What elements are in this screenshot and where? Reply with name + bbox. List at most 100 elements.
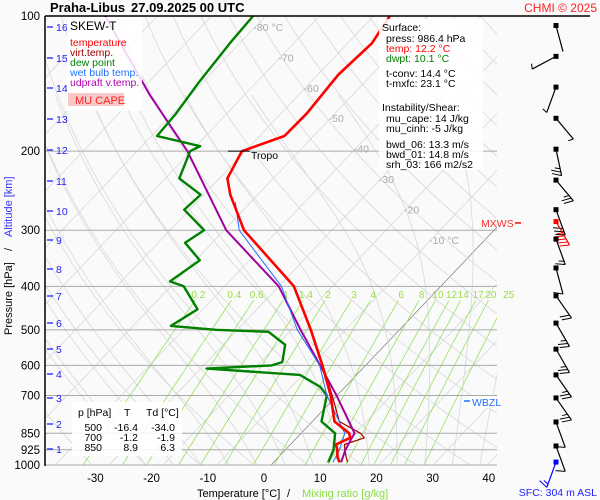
isotherm-label: -50: [329, 113, 344, 125]
dry-adiabat: [284, 16, 497, 251]
altitude-tick-label: 12: [56, 145, 68, 157]
table-cell-td: 6.3: [160, 442, 175, 454]
isotherm-label: -20: [404, 204, 419, 216]
wind-barb-station: [553, 372, 559, 378]
wind-barb-staff: [555, 445, 566, 472]
pressure-tick-label: 1000: [14, 460, 40, 472]
grid: 0.2 0.4 0.6 1 1.4 2 3 4 6 8 10 12 14 17 20 25-80 °C-70-…: [45, 15, 600, 475]
wind-barb: [553, 265, 564, 295]
mixing-ratio-line: [304, 300, 399, 465]
temperature-tick-label: 10: [314, 473, 327, 485]
wind-barb: [553, 293, 572, 321]
mixing-ratio-label: 0.6: [250, 290, 264, 301]
altitude-tick-label: 13: [56, 114, 68, 126]
srh-03-value: srh_03: 166 m2/s2: [386, 159, 473, 171]
table-cell-p: 850: [84, 442, 102, 454]
wind-barb-station: [553, 207, 559, 213]
series-udpraft-v-temp: [104, 16, 356, 463]
wind-barb-full: [539, 480, 548, 488]
series-wet-bulb-temp: [234, 202, 346, 463]
surface-heading: Surface:: [382, 22, 421, 34]
table-cell-t: -16.4: [114, 422, 138, 434]
mixing-ratio-line: [200, 300, 304, 465]
bwd-01-value: bwd_01: 14.8 m/s: [386, 149, 469, 161]
table-header-p: p [hPa]: [78, 407, 111, 419]
legend-item-wet-bulb: wet bulb temp.: [69, 67, 138, 79]
mixing-ratio-line: [373, 300, 462, 465]
wind-barb-staff: [555, 179, 574, 202]
series-dew-point: [155, 16, 337, 463]
wind-barb: [553, 23, 564, 52]
dry-adiabat: [144, 16, 497, 414]
mixing-ratio-label: 14: [458, 290, 470, 301]
pressure-tick-label: 200: [21, 146, 40, 158]
isotherm: [378, 340, 497, 465]
dry-adiabat: [116, 16, 497, 449]
station-title: Praha-Libus: [50, 0, 125, 15]
x-axis-title: Temperature [°C]: [197, 488, 280, 500]
x-axis-title-separator: /: [287, 488, 291, 500]
isotherm-label: -30: [379, 174, 394, 186]
wind-barb-full: [559, 372, 570, 375]
pressure-tick-label: 600: [21, 360, 40, 372]
wind-barb-station: [553, 443, 559, 449]
isotherm: [216, 169, 497, 465]
legend-title: SKEW-T: [70, 19, 117, 33]
temperature-tick-label: 20: [370, 473, 383, 485]
wind-barb-full: [559, 393, 570, 397]
mixing-ratio-line: [327, 300, 420, 465]
mixing-ratio-label: 12: [446, 290, 458, 301]
table-cell-td: -1.9: [157, 432, 175, 444]
wind-barb-full: [552, 227, 563, 229]
wind-barb-station: [553, 115, 559, 121]
dry-adiabat: [45, 216, 255, 465]
wind-barb-half: [531, 63, 533, 70]
mu-cape-swatch: [68, 93, 124, 106]
mixing-ratio-label: 1: [283, 290, 289, 301]
wind-barb-full: [561, 396, 572, 400]
pressure-tick-label: 100: [21, 11, 40, 23]
altitude-tick-label: 14: [56, 83, 68, 95]
wind-barb-station: [553, 419, 559, 425]
altitude-tick-label: 15: [56, 53, 68, 65]
wind-barb-full: [555, 263, 566, 265]
mixing-ratio-label: 0.4: [227, 290, 241, 301]
datetime-title: 27.09.2025 00 UTC: [131, 0, 245, 15]
markers: Tropo MXWS WBZL: [228, 150, 521, 409]
dry-adiabat: [200, 16, 497, 347]
wind-barb-full: [561, 317, 572, 321]
wind-barb-station: [553, 177, 559, 183]
mixing-ratio-line: [389, 300, 477, 465]
mixing-ratio-label: 17: [473, 290, 485, 301]
dry-adiabat: [45, 142, 309, 465]
sfc-label: SFC: 304 m ASL: [519, 487, 597, 499]
level-table-background: [72, 402, 182, 456]
wind-barb-full: [554, 230, 565, 233]
wind-barb-station: [553, 53, 559, 59]
wind-barb-station: [553, 265, 559, 271]
wind-barb-staff: [546, 86, 557, 113]
wbzl-label: WBZL: [472, 397, 501, 409]
isotherm: [45, 16, 374, 363]
surface-info-panel: Surface: press: 986.4 hPa temp: 12.2 °C …: [379, 19, 483, 171]
mu-cinh-value: mu_cinh: -5 J/kg: [386, 123, 463, 135]
table-cell-t: 8.9: [123, 442, 138, 454]
dry-adiabat: [564, 16, 600, 475]
wind-barb-station: [553, 236, 559, 242]
table-row: 500 -16.4 -34.0: [84, 422, 175, 434]
wind-barb: [553, 236, 566, 265]
y-axis-title-pressure: Pressure [hPa]: [3, 262, 15, 335]
mu-cape-label: MU CAPE: [75, 95, 125, 107]
wind-barb-staff: [546, 461, 557, 488]
dry-adiabat: [88, 16, 471, 465]
isotherm-label: -40: [354, 144, 369, 156]
mixing-ratio-line: [360, 300, 450, 465]
surface-info-background: [379, 19, 483, 170]
wind-barb-staff: [555, 374, 572, 398]
isotherm: [45, 16, 320, 306]
wind-barb-station: [553, 346, 559, 352]
surface-temp: temp: 12.2 °C: [386, 43, 451, 55]
isotherm-label: -60: [304, 83, 319, 95]
wind-barb-station: [553, 395, 559, 401]
